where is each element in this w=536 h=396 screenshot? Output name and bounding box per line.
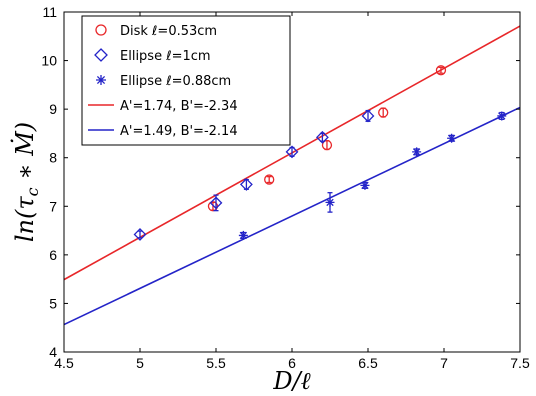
- marker-asterisk: [412, 147, 422, 157]
- marker-diamond: [209, 196, 223, 210]
- data-point: [285, 145, 299, 159]
- marker-circle: [264, 174, 275, 185]
- legend-label: A'=1.49, B'=-2.14: [120, 124, 238, 139]
- legend-entry: A'=1.49, B'=-2.14: [88, 124, 238, 139]
- marker-asterisk: [497, 111, 507, 121]
- x-tick-label: 7.5: [510, 355, 530, 371]
- marker-circle: [435, 65, 447, 76]
- data-point: [497, 111, 507, 121]
- marker-circle: [321, 139, 333, 151]
- legend-label: A'=1.74, B'=-2.34: [120, 99, 238, 114]
- data-point: [325, 192, 335, 213]
- x-tick-label: 7: [440, 355, 448, 371]
- data-point: [133, 228, 147, 241]
- y-axis-label: ln(τc ∗ Ṁ): [10, 122, 42, 242]
- x-tick-label: 4.5: [54, 355, 74, 371]
- legend-entry: Disk ℓ=0.53cm: [95, 24, 217, 39]
- data-point: [360, 180, 370, 190]
- legend-entry: A'=1.74, B'=-2.34: [88, 99, 238, 114]
- x-axis-label: D/ℓ: [272, 367, 310, 395]
- marker-circle: [378, 107, 389, 118]
- x-tick-label: 5.5: [206, 355, 226, 371]
- y-tick-label: 10: [41, 53, 57, 69]
- data-point: [209, 194, 223, 212]
- marker-diamond: [315, 130, 329, 144]
- y-tick-label: 5: [49, 295, 57, 311]
- y-tick-label: 4: [49, 344, 57, 360]
- x-tick-label: 6.5: [358, 355, 378, 371]
- data-point: [239, 178, 253, 191]
- legend-label: Ellipse ℓ=1cm: [120, 49, 211, 64]
- data-point: [238, 230, 248, 240]
- marker-diamond: [361, 109, 375, 123]
- marker-asterisk: [360, 180, 370, 190]
- marker-diamond: [239, 178, 253, 191]
- y-tick-label: 8: [49, 150, 57, 166]
- marker-diamond: [94, 48, 108, 62]
- marker-asterisk: [447, 133, 457, 143]
- fit-line: [63, 106, 521, 326]
- marker-circle: [95, 24, 107, 36]
- legend: Disk ℓ=0.53cm Ellipse ℓ=1cm Ellipse ℓ=0.88…: [81, 15, 291, 146]
- marker-asterisk: [238, 230, 248, 240]
- legend-entry: Ellipse ℓ=0.88cm: [96, 74, 231, 89]
- y-tick-label: 11: [42, 4, 57, 20]
- legend-label: Disk ℓ=0.53cm: [120, 24, 217, 39]
- axis-tick-labels: 4.5 5 5.5 6 6.5 7 7.5 4 5 6 7 8 9 10 11: [41, 4, 530, 371]
- x-tick-label: 5: [136, 355, 144, 371]
- marker-diamond: [285, 145, 299, 159]
- data-markers: [133, 65, 507, 241]
- data-point: [321, 139, 333, 151]
- y-tick-label: 6: [49, 247, 57, 263]
- legend-box: [81, 15, 291, 146]
- data-point: [378, 107, 389, 118]
- data-point: [264, 174, 275, 185]
- data-point: [412, 147, 422, 157]
- x-tick-label: 6: [288, 355, 296, 371]
- legend-label: Ellipse ℓ=0.88cm: [120, 74, 231, 89]
- y-tick-label: 9: [49, 101, 57, 117]
- legend-entry: Ellipse ℓ=1cm: [94, 48, 211, 64]
- y-tick-label: 7: [49, 198, 57, 214]
- data-point: [435, 65, 447, 76]
- data-point: [315, 130, 329, 144]
- axis-ticks: [63, 11, 521, 353]
- data-point: [361, 109, 375, 123]
- marker-diamond: [133, 228, 147, 241]
- data-point: [447, 133, 457, 143]
- marker-asterisk: [325, 197, 335, 207]
- marker-asterisk: [96, 75, 106, 85]
